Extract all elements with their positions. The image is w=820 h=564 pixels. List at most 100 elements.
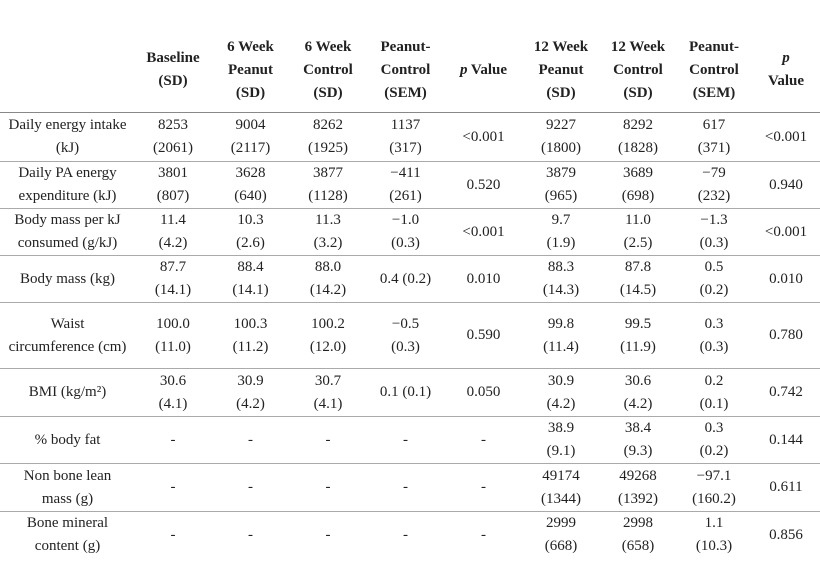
p-symbol: p (782, 50, 790, 66)
cell-line: (0.1) (699, 395, 729, 412)
table-cell: 0.010 (752, 255, 820, 303)
table-cell: −1.0 (0.3) (366, 208, 445, 256)
table-cell: 30.6 (4.1) (135, 368, 211, 417)
table-cell: 38.9 (9.1) (522, 416, 600, 464)
cell-line: 1.1 (704, 515, 724, 531)
cell-line: 30.6 (159, 372, 187, 389)
table-cell: 100.3 (11.2) (211, 302, 290, 369)
header-line: Baseline (146, 50, 200, 66)
cell-line: (11.9) (620, 338, 656, 355)
cell-line: (640) (234, 188, 267, 204)
cell-line: 88.3 (547, 259, 575, 275)
cell-line: (11.2) (232, 338, 269, 355)
cell-line: (0.2) (699, 282, 729, 298)
cell-line: (9.1) (546, 443, 576, 459)
cell-line: 9004 (235, 117, 266, 133)
cell-line: (1828) (618, 140, 658, 156)
table-cell: 100.0 (11.0) (135, 302, 211, 369)
table-cell: <0.001 (752, 208, 820, 256)
table-row: Waist circumference (cm) 100.0 (11.0) 100.3… (0, 302, 820, 369)
table-cell: 0.010 (445, 255, 522, 303)
cell-line: 38.4 (624, 420, 652, 436)
table-cell: 38.4 (9.3) (600, 416, 676, 464)
row-label: Body mass (kg) (0, 255, 135, 303)
cell-line: 2999 (546, 515, 576, 531)
table-row: Non bone lean mass (g) - - - - -49174 (1344) 49… (0, 463, 820, 512)
header-line: (SEM) (384, 84, 427, 101)
cell-line: (668) (544, 538, 578, 554)
cell-line: 99.5 (624, 315, 652, 332)
header-line: 12 Week (533, 38, 589, 55)
cell-line: 38.9 (547, 420, 575, 436)
table-cell: 0.2 (0.1) (676, 368, 752, 417)
table-cell: 3689 (698) (600, 161, 676, 209)
table-cell: 0.050 (445, 368, 522, 417)
table-cell: 0.590 (445, 302, 522, 369)
row-label: Bone mineral content (g) (26, 515, 109, 554)
cell-line: (232) (697, 188, 731, 204)
cell-line: 11.3 (315, 212, 341, 228)
cell-line: (0.3) (391, 338, 420, 355)
cell-line: −97.1 (696, 467, 732, 484)
table-cell: <0.001 (445, 208, 522, 256)
table-cell: 0.3 (0.3) (676, 302, 752, 369)
table-cell: 9227 (1800) (522, 112, 600, 162)
table-cell: <0.001 (752, 112, 820, 162)
cell-line: 49268 (619, 467, 657, 484)
table-cell: −411 (261) (366, 161, 445, 209)
p-label: Value (767, 73, 805, 89)
cell-line: 100.3 (233, 315, 268, 332)
table-cell: 10.3 (2.6) (211, 208, 290, 256)
cell-line: (10.3) (695, 538, 733, 554)
header-cell: Peanut- Control (SEM) (366, 28, 445, 113)
table-cell: 30.9 (4.2) (211, 368, 290, 417)
table-cell: 30.7 (4.1) (290, 368, 366, 417)
cell-line: −79 (702, 165, 726, 181)
table-cell: 9.7 (1.9) (522, 208, 600, 256)
cell-line: 9.7 (551, 212, 571, 228)
cell-line: (4.2) (623, 395, 653, 412)
table-cell: 11.4 (4.2) (135, 208, 211, 256)
table-cell: 0.5 (0.2) (676, 255, 752, 303)
cell-line: 30.6 (624, 372, 652, 389)
cell-line: (3.2) (313, 235, 343, 251)
table-cell: 617 (371) (676, 112, 752, 162)
header-line: (SD) (546, 84, 576, 101)
header-line: (SD) (623, 84, 653, 101)
table-cell: - (170, 526, 176, 543)
table-cell: 11.0 (2.5) (600, 208, 676, 256)
header-line: Control (689, 61, 739, 78)
table-cell: - (481, 526, 486, 543)
table-row: Bone mineral content (g) - - - - -2999 (668) 29… (0, 512, 820, 559)
row-label: Body mass per kJ consumed (g/kJ) (0, 208, 135, 256)
table-cell: - (445, 463, 522, 512)
cell-line: (2061) (153, 140, 193, 156)
cell-line: (2117) (230, 140, 271, 156)
cell-line: −411 (390, 165, 421, 181)
header-line: (SD) (235, 84, 266, 101)
cell-line: (4.1) (313, 395, 343, 412)
cell-line: (0.2) (699, 443, 729, 459)
cell-line: (371) (697, 140, 731, 156)
table-cell: 1137 (317) (366, 112, 445, 162)
cell-line: 100.2 (311, 315, 345, 332)
header-line: (SD) (313, 84, 343, 101)
table-cell: 0.856 (769, 526, 803, 543)
cell-line: (160.2) (692, 490, 736, 507)
header-cell: p Value (752, 28, 820, 113)
header-cell: 12 Week Control (SD) (600, 28, 676, 113)
cell-line: 0.3 (704, 315, 724, 332)
cell-line: (14.5) (619, 282, 657, 298)
cell-line: 3879 (546, 165, 576, 181)
header-row: Baseline (SD) 6 Week Peanut (SD) 6 Week Contro… (0, 28, 820, 113)
cell-line: 49174 (542, 467, 580, 484)
cell-line: 9227 (546, 117, 576, 133)
p-label: Value (470, 61, 508, 78)
cell-line: (4.2) (236, 395, 265, 412)
header-line: Control (613, 61, 663, 78)
header-cell: 6 Week Peanut (SD) (211, 28, 290, 113)
row-label: Daily PA energy expenditure (kJ) (0, 161, 135, 209)
cell-line: 1137 (390, 117, 421, 133)
table-cell: 0.742 (752, 368, 820, 417)
